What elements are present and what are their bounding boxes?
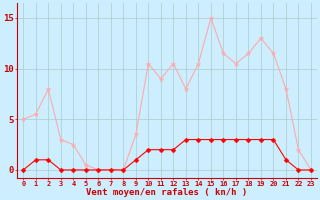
X-axis label: Vent moyen/en rafales ( kn/h ): Vent moyen/en rafales ( kn/h ) (86, 188, 248, 197)
